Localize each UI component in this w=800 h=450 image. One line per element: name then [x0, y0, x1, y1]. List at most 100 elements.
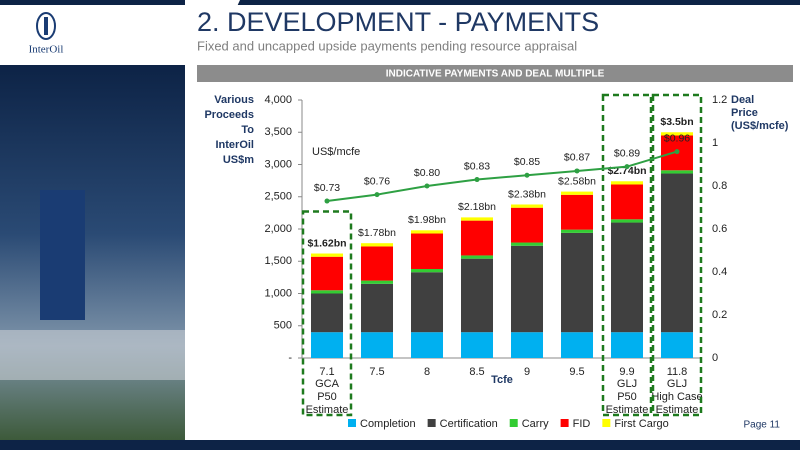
price-label: $0.89	[614, 147, 640, 159]
bar-segment	[561, 332, 593, 358]
price-point	[424, 183, 430, 189]
bar-segment	[361, 280, 393, 284]
highlight-box	[601, 93, 653, 417]
banner	[197, 65, 793, 82]
y2-tick-label: 0.6	[712, 223, 727, 235]
bar-segment	[511, 207, 543, 243]
bar-segment	[661, 132, 693, 136]
bar-segment	[561, 232, 593, 333]
legend-swatch	[602, 419, 611, 427]
x-tick-label: 11.8	[667, 366, 688, 378]
photo-station	[0, 330, 185, 380]
bar-segment	[511, 245, 543, 333]
photo-panel	[0, 65, 185, 440]
price-label: $0.83	[464, 160, 490, 172]
slide-title: 2. DEVELOPMENT - PAYMENTS	[197, 7, 599, 37]
y-tick-label: -	[288, 352, 292, 364]
x-axis-label: Tcfe	[491, 374, 513, 386]
y2-tick-label: 0	[712, 352, 718, 364]
x-tick-label: 9	[524, 366, 530, 378]
price-line	[326, 150, 678, 203]
bar-segment	[411, 272, 443, 333]
banner-text: INDICATIVE PAYMENTS AND DEAL MULTIPLE	[386, 69, 605, 80]
y-axis-label: To	[241, 124, 254, 136]
page-number: Page 11	[743, 420, 780, 431]
legend-swatch	[560, 419, 569, 427]
x-tick-label: 9.5	[569, 366, 584, 378]
x-tick-label: 9.9	[619, 366, 634, 378]
y2-tick-label: 1.2	[712, 94, 727, 106]
price-point	[324, 198, 330, 204]
price-point	[524, 172, 530, 178]
y2-axis-label: Price	[731, 107, 758, 119]
total-label: $2.38bn	[508, 188, 546, 200]
y2-tick-label: 0.4	[712, 266, 727, 278]
highlight-box	[651, 93, 703, 417]
bar-segment	[511, 242, 543, 246]
total-label: $1.98bn	[408, 214, 446, 226]
bar-segment	[361, 283, 393, 333]
bar-segment	[661, 332, 693, 358]
bar-segment	[311, 332, 343, 358]
bar-segment	[661, 170, 693, 174]
bar-segment	[561, 229, 593, 233]
bar-segment	[311, 290, 343, 294]
y2-tick-label: 0.8	[712, 180, 727, 192]
y2-axis-label: (US$/mcfe)	[731, 120, 789, 132]
total-label: $3.5bn	[660, 116, 693, 128]
bar-segment	[461, 258, 493, 333]
y-axis-label: InterOil	[215, 139, 254, 151]
bar-segment	[311, 256, 343, 291]
bar-segment	[611, 332, 643, 358]
bar-segment	[561, 191, 593, 195]
price-label: $0.85	[514, 156, 540, 168]
category-note: High Case	[651, 391, 702, 403]
logo-mark	[44, 17, 48, 35]
legend-label: Certification	[440, 418, 498, 430]
bar-segment	[311, 293, 343, 333]
y2-tick-label: 0.2	[712, 309, 727, 321]
category-note: Estimate	[656, 404, 699, 416]
y-tick-label: 4,000	[264, 94, 292, 106]
category-note: GCA	[315, 378, 340, 390]
slide-subtitle: Fixed and uncapped upside payments pendi…	[197, 38, 577, 53]
bar-segment	[661, 173, 693, 333]
bar-segment	[461, 217, 493, 221]
price-label: $0.96	[664, 132, 690, 144]
price-point	[374, 192, 380, 198]
bar-segment	[361, 246, 393, 281]
price-label: $0.87	[564, 152, 590, 164]
legend-label: Carry	[522, 418, 549, 430]
total-label: $1.78bn	[358, 227, 396, 239]
x-tick-label: 8.5	[469, 366, 484, 378]
bottom-bar	[0, 440, 800, 450]
bar-segment	[611, 219, 643, 223]
total-label: $1.62bn	[307, 237, 346, 249]
price-label: $0.80	[414, 167, 440, 179]
bar-segment	[411, 230, 443, 234]
y-axis-label: Various	[214, 94, 254, 106]
y2-axis-label: Deal	[731, 94, 754, 106]
bar-segment	[511, 204, 543, 208]
bar-segment	[461, 255, 493, 259]
category-note: P50	[617, 391, 637, 403]
price-point	[474, 177, 480, 183]
total-label: $2.58bn	[558, 175, 596, 187]
bar-segment	[611, 181, 643, 185]
logo-mark	[36, 12, 56, 40]
x-tick-label: 7.1	[319, 366, 334, 378]
bar-segment	[361, 243, 393, 247]
price-label: $0.73	[314, 182, 340, 194]
legend-swatch	[509, 419, 518, 427]
panel-corner	[185, 0, 240, 120]
category-note: Estimate	[606, 404, 649, 416]
total-label: $2.18bn	[458, 201, 496, 213]
legend-label: FID	[573, 418, 591, 430]
legend-swatch	[348, 419, 356, 427]
y-axis-label: Proceeds	[204, 109, 254, 121]
y-axis-label: US$m	[223, 154, 254, 166]
y-tick-label: 1,500	[264, 255, 292, 267]
category-note: P50	[317, 391, 337, 403]
bar-segment	[411, 268, 443, 273]
